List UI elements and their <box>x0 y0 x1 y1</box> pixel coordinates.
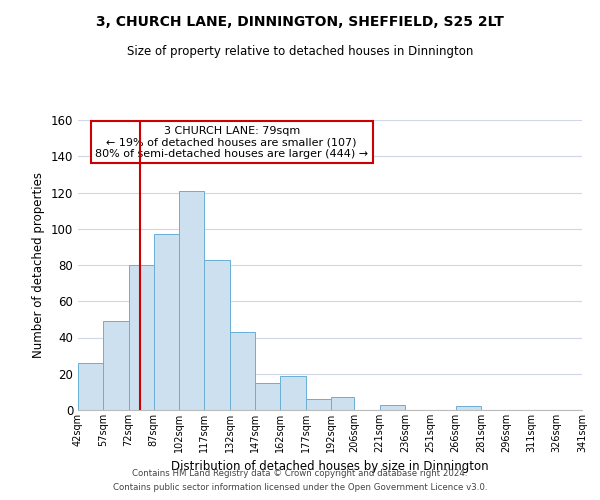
Bar <box>154 234 179 410</box>
Bar <box>280 376 305 410</box>
Text: Contains HM Land Registry data © Crown copyright and database right 2024.: Contains HM Land Registry data © Crown c… <box>132 468 468 477</box>
Bar <box>179 190 205 410</box>
Text: Contains public sector information licensed under the Open Government Licence v3: Contains public sector information licen… <box>113 484 487 492</box>
Text: 3 CHURCH LANE: 79sqm
← 19% of detached houses are smaller (107)
80% of semi-deta: 3 CHURCH LANE: 79sqm ← 19% of detached h… <box>95 126 368 159</box>
Bar <box>230 332 255 410</box>
Bar <box>128 265 154 410</box>
Text: Size of property relative to detached houses in Dinnington: Size of property relative to detached ho… <box>127 45 473 58</box>
Bar <box>255 383 280 410</box>
X-axis label: Distribution of detached houses by size in Dinnington: Distribution of detached houses by size … <box>171 460 489 473</box>
Bar <box>78 363 103 410</box>
Bar <box>305 399 331 410</box>
Bar <box>331 398 355 410</box>
Text: 3, CHURCH LANE, DINNINGTON, SHEFFIELD, S25 2LT: 3, CHURCH LANE, DINNINGTON, SHEFFIELD, S… <box>96 15 504 29</box>
Y-axis label: Number of detached properties: Number of detached properties <box>32 172 45 358</box>
Bar <box>455 406 481 410</box>
Bar <box>103 321 128 410</box>
Bar <box>380 404 405 410</box>
Bar <box>205 260 230 410</box>
